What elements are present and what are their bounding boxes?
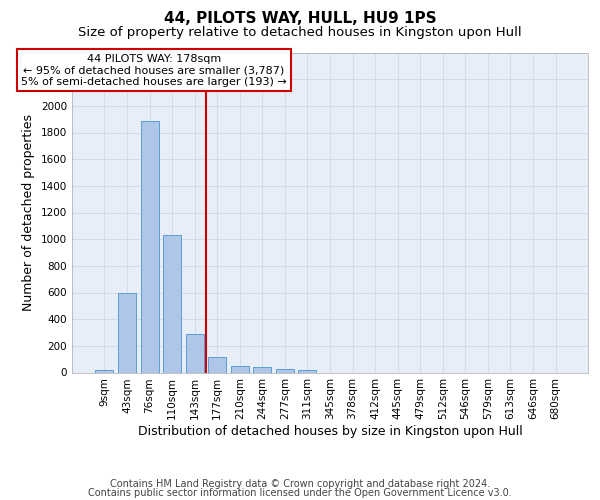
Text: Contains public sector information licensed under the Open Government Licence v3: Contains public sector information licen…: [88, 488, 512, 498]
Bar: [185, 334, 204, 372]
Text: 44 PILOTS WAY: 178sqm
← 95% of detached houses are smaller (3,787)
5% of semi-de: 44 PILOTS WAY: 178sqm ← 95% of detached …: [21, 54, 287, 87]
Bar: [231, 366, 249, 372]
Text: Size of property relative to detached houses in Kingston upon Hull: Size of property relative to detached ho…: [78, 26, 522, 39]
Bar: [276, 368, 294, 372]
Bar: [208, 356, 226, 372]
Y-axis label: Number of detached properties: Number of detached properties: [22, 114, 35, 311]
Bar: [140, 120, 158, 372]
Bar: [163, 234, 181, 372]
Bar: [118, 292, 136, 372]
Bar: [253, 366, 271, 372]
Bar: [298, 370, 316, 372]
Bar: [95, 370, 113, 372]
X-axis label: Distribution of detached houses by size in Kingston upon Hull: Distribution of detached houses by size …: [137, 425, 523, 438]
Text: Contains HM Land Registry data © Crown copyright and database right 2024.: Contains HM Land Registry data © Crown c…: [110, 479, 490, 489]
Text: 44, PILOTS WAY, HULL, HU9 1PS: 44, PILOTS WAY, HULL, HU9 1PS: [164, 11, 436, 26]
